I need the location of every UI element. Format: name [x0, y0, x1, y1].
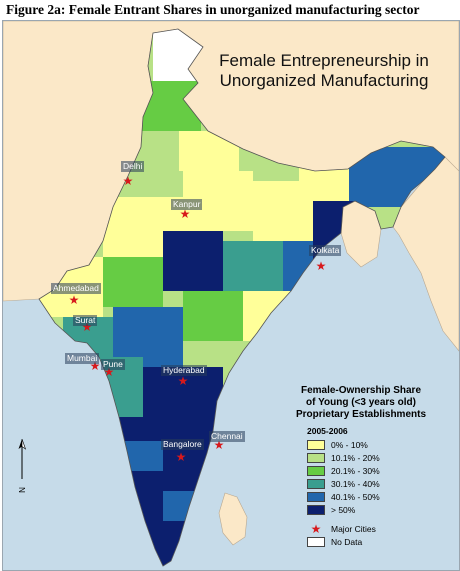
star-icon: ★: [310, 521, 322, 536]
map-title: Female Entrepreneurship in Unorganized M…: [199, 51, 449, 91]
north-arrow-icon: N: [18, 438, 27, 493]
city-star-surat: ★: [82, 320, 93, 334]
city-label-pune: Pune: [101, 359, 125, 370]
legend-title: Female-Ownership Share of Young (<3 year…: [265, 385, 457, 421]
legend-label: 0% - 10%: [331, 439, 368, 450]
legend-swatch: [307, 465, 325, 476]
india-map: ★ ★ ★ ★ ★ ★ ★ ★ ★ ★: [3, 21, 459, 567]
legend-swatch: [307, 504, 325, 515]
legend-label: 40.1% - 50%: [331, 491, 380, 502]
legend-title-line-2: of Young (<3 years old): [306, 397, 416, 408]
legend: Female-Ownership Share of Young (<3 year…: [265, 385, 457, 548]
map-frame: ★ ★ ★ ★ ★ ★ ★ ★ ★ ★ Female Entrepreneurs…: [2, 20, 460, 571]
city-label-kanpur: Kanpur: [171, 199, 203, 210]
legend-item: 10.1% - 20%: [307, 451, 457, 464]
legend-swatch: [307, 452, 325, 463]
legend-label: No Data: [331, 536, 363, 547]
city-star-bangalore: ★: [176, 450, 187, 464]
legend-label: > 50%: [331, 504, 356, 515]
legend-item: 0% - 10%: [307, 438, 457, 451]
city-label-chennai: Chennai: [209, 431, 245, 442]
legend-swatch: [307, 536, 325, 547]
city-star-delhi: ★: [123, 174, 134, 188]
legend-year: 2005-2006: [307, 426, 348, 436]
city-star-chennai: ★: [214, 438, 225, 452]
legend-item-no-data: No Data: [307, 535, 457, 548]
sri-lanka-land: [218, 492, 248, 546]
legend-item: 20.1% - 30%: [307, 464, 457, 477]
legend-item: 30.1% - 40%: [307, 477, 457, 490]
legend-label: 10.1% - 20%: [331, 452, 380, 463]
city-star-ahmedabad: ★: [69, 293, 80, 307]
city-label-bangalore: Bangalore: [161, 439, 204, 450]
city-label-mumbai: Mumbai: [65, 353, 100, 364]
map-title-line-2: Unorganized Manufacturing: [219, 71, 429, 90]
legend-swatch: [307, 491, 325, 502]
legend-item: > 50%: [307, 503, 457, 516]
legend-item-major-cities: ★ Major Cities: [307, 522, 457, 535]
map-title-line-1: Female Entrepreneurship in: [219, 51, 429, 70]
legend-swatch: [307, 478, 325, 489]
north-label: N: [18, 487, 27, 493]
city-star-kanpur: ★: [180, 207, 191, 221]
legend-label: 20.1% - 30%: [331, 465, 380, 476]
legend-title-line-1: Female-Ownership Share: [300, 385, 422, 396]
city-star-mumbai: ★: [90, 359, 101, 373]
legend-swatch: [307, 439, 325, 450]
north-arrow: N: [17, 438, 27, 499]
city-star-pune: ★: [104, 365, 115, 379]
city-label-kolkata: Kolkata: [309, 245, 342, 256]
city-markers: ★ ★ ★ ★ ★ ★ ★ ★ ★ ★: [69, 174, 327, 464]
city-star-kolkata: ★: [316, 259, 327, 273]
legend-item: 40.1% - 50%: [307, 490, 457, 503]
city-label-hyderabad: Hyderabad: [161, 365, 207, 376]
legend-label: Major Cities: [331, 523, 376, 534]
city-label-ahmedabad: Ahmedabad: [51, 283, 101, 294]
figure-caption: Figure 2a: Female Entrant Shares in unor…: [6, 2, 420, 17]
city-star-hyderabad: ★: [178, 374, 189, 388]
legend-title-line-3: Proprietary Establishments: [295, 409, 427, 420]
legend-label: 30.1% - 40%: [331, 478, 380, 489]
city-label-surat: Surat: [73, 315, 98, 326]
city-label-delhi: Delhi: [121, 161, 145, 172]
